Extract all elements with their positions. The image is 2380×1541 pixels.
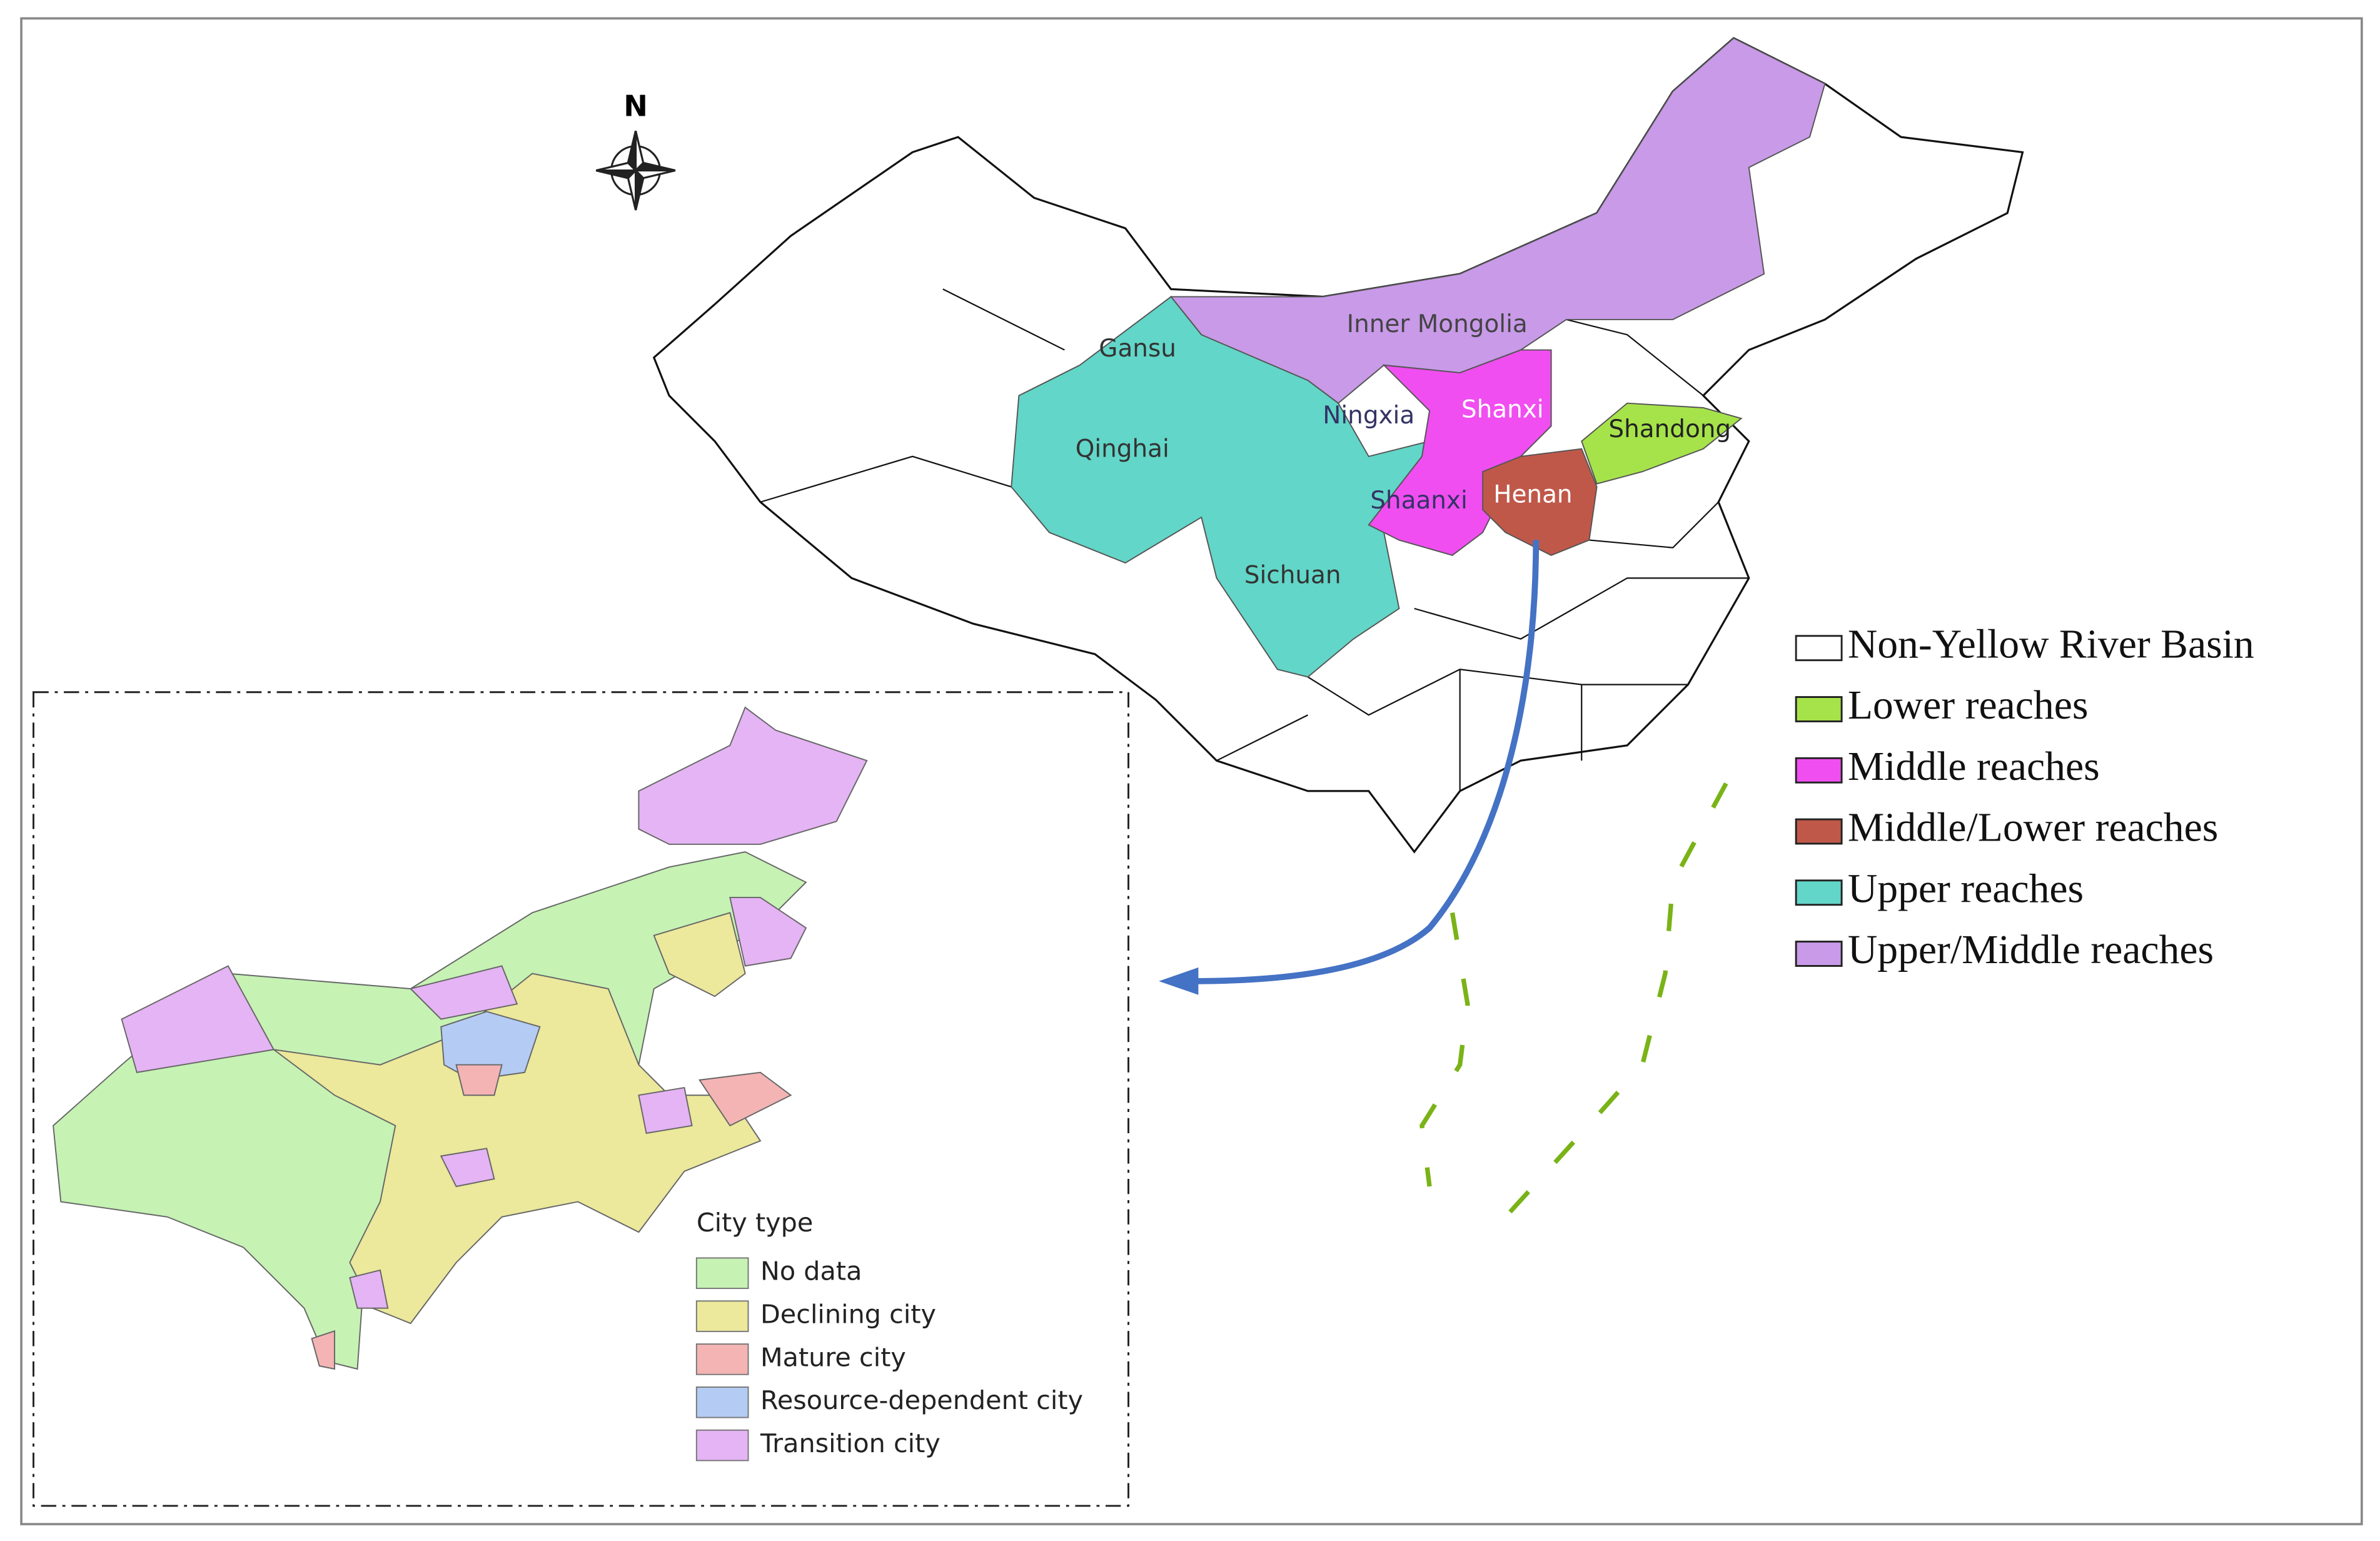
legend-swatch <box>1795 818 1843 845</box>
province-middle-lower <box>1482 448 1598 556</box>
arrow <box>1194 540 1540 984</box>
legend-swatch <box>1795 635 1843 662</box>
legend-label: Mature city <box>760 1342 906 1372</box>
arrow-head <box>1159 967 1199 995</box>
legend-label: Upper/Middle reaches <box>1848 927 2214 973</box>
province-borders <box>760 288 1749 791</box>
legend-swatch <box>695 1300 749 1332</box>
boundary-dashes <box>1419 782 1728 1219</box>
province-label: Shanxi <box>1461 395 1544 423</box>
inset-legend: City type No data Declining city Mature ci… <box>695 1208 1083 1462</box>
legend-swatch <box>1795 941 1843 967</box>
legend-label: Declining city <box>760 1300 936 1330</box>
province-label: Henan <box>1493 481 1572 509</box>
province-label: Inner Mongolia <box>1347 310 1528 338</box>
inset-frame <box>33 691 1129 1507</box>
legend-label: Upper reaches <box>1848 866 2084 911</box>
legend-label: Middle/Lower reaches <box>1848 805 2218 851</box>
legend-label: Resource-dependent city <box>760 1385 1083 1415</box>
province-middle <box>1368 349 1552 556</box>
province-lower <box>1581 402 1743 485</box>
legend-swatch <box>695 1429 749 1462</box>
legend-label: Non-Yellow River Basin <box>1848 621 2254 667</box>
province-label: Shaanxi <box>1370 487 1468 515</box>
legend-label: Lower reaches <box>1848 682 2089 728</box>
legend-label: No data <box>760 1256 862 1286</box>
province-label: Sichuan <box>1244 561 1341 589</box>
legend-swatch <box>695 1257 749 1290</box>
basin-legend: Non-Yellow River Basin Lower reaches Middl… <box>1795 621 2254 973</box>
inset-map <box>53 706 868 1370</box>
province-label: Gansu <box>1099 335 1176 363</box>
compass-label: N <box>623 89 648 123</box>
legend-swatch <box>695 1343 749 1375</box>
legend-swatch <box>695 1386 749 1418</box>
legend-swatch <box>1795 879 1843 906</box>
province-label: Qinghai <box>1076 435 1169 463</box>
legend-swatch <box>1795 757 1843 784</box>
legend-label: Transition city <box>760 1428 940 1458</box>
province-label: Ningxia <box>1323 402 1414 430</box>
legend-label: Middle reaches <box>1848 744 2100 789</box>
legend-swatch <box>1795 696 1843 722</box>
province-upper <box>1011 296 1438 678</box>
inset-legend-title: City type <box>697 1208 813 1238</box>
province-label: Shandong <box>1608 415 1731 443</box>
compass <box>595 130 676 211</box>
